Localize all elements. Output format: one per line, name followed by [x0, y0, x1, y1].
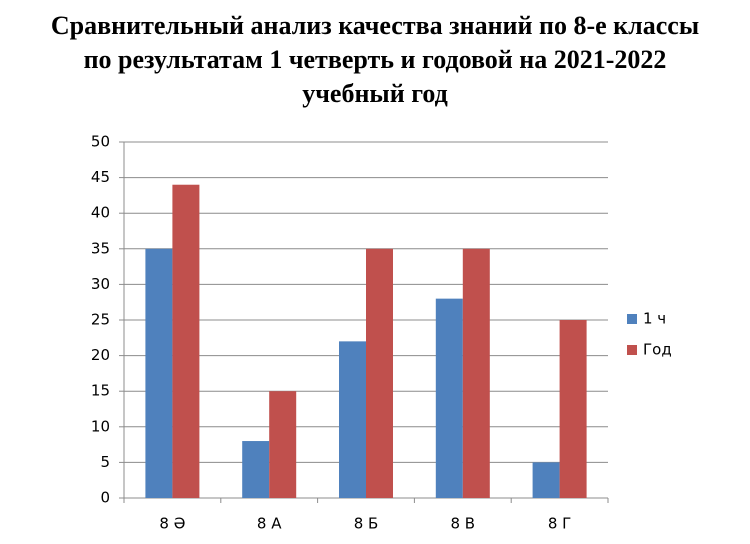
y-tick-label: 20 [91, 346, 110, 364]
y-tick-label: 25 [91, 311, 110, 329]
legend-swatch [627, 345, 637, 355]
chart-title: учебный год [302, 79, 448, 108]
y-tick-label: 0 [100, 489, 110, 507]
x-tick-label: 8 Г [548, 515, 571, 533]
bar [559, 320, 587, 498]
bar [462, 248, 490, 498]
bar [172, 184, 200, 498]
bar [145, 248, 173, 498]
y-tick-label: 35 [91, 239, 110, 257]
y-tick-label: 30 [91, 275, 110, 293]
bar [532, 462, 560, 498]
chart-title: Сравнительный анализ качества знаний по … [51, 11, 699, 40]
y-tick-label: 15 [91, 382, 110, 400]
bar [339, 341, 366, 498]
legend-label: Год [643, 341, 672, 359]
legend-swatch [627, 314, 637, 324]
y-tick-label: 5 [100, 453, 110, 471]
bar [269, 391, 297, 498]
x-tick-label: 8 Ә [159, 515, 185, 533]
y-tick-label: 10 [91, 417, 110, 435]
bar [366, 248, 393, 498]
legend-label: 1 ч [643, 310, 666, 328]
x-tick-label: 8 В [450, 515, 475, 533]
y-tick-label: 40 [91, 204, 110, 222]
bar [242, 441, 270, 498]
chart-title: по результатам 1 четверть и годовой на 2… [84, 45, 667, 74]
x-tick-label: 8 Б [354, 515, 379, 533]
y-tick-label: 45 [91, 168, 110, 186]
bar [435, 298, 463, 498]
x-tick-label: 8 А [257, 515, 282, 533]
y-tick-label: 50 [91, 133, 110, 151]
